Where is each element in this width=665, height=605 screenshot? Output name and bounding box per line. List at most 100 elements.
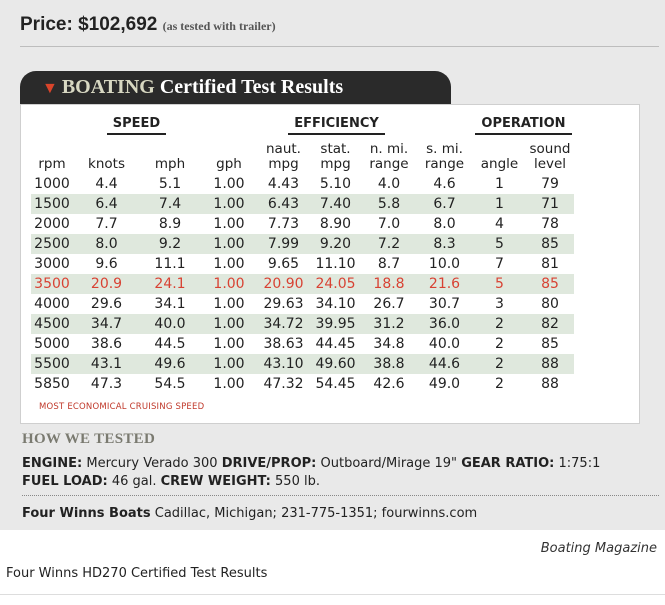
- table-cell: 85: [526, 274, 574, 294]
- test-specs-line-2: FUEL LOAD: 46 gal. CREW WEIGHT: 550 lb.: [22, 474, 320, 489]
- table-row: 1000 4.4 5.1 1.00 4.43 5.10 4.0 4.6 1 79: [31, 174, 574, 194]
- price-note: (as tested with trailer): [162, 19, 276, 33]
- table-cell: 40.0: [428, 336, 461, 352]
- gear-label: GEAR RATIO:: [461, 456, 555, 471]
- table-cell: 2: [473, 314, 526, 334]
- table-cell: 9.2: [140, 234, 200, 254]
- gear-value: 1:75:1: [558, 456, 601, 471]
- table-cell: 44.6: [416, 354, 473, 374]
- table-cell: 54.45: [315, 376, 356, 392]
- table-cell: 8.0: [73, 234, 140, 254]
- table-cell: 2: [473, 354, 526, 374]
- image-credit: Boating Magazine: [540, 541, 657, 556]
- table-cell: 9.65: [267, 256, 300, 272]
- section-title-brand: BOATING: [61, 76, 155, 98]
- table-cell: 1.00: [213, 296, 245, 312]
- table-cell: 8.7: [377, 256, 401, 272]
- section-header: ▼ BOATING Certified Test Results: [20, 71, 451, 105]
- table-cell: 31.2: [362, 314, 416, 334]
- table-cell: 7.40: [309, 194, 362, 214]
- image-caption: Four Winns HD270 Certified Test Results: [6, 566, 268, 581]
- column-header: naut. mpg: [266, 141, 301, 172]
- column-group-row: SPEED EFFICIENCY OPERATION: [31, 115, 574, 135]
- table-cell: 88: [526, 354, 574, 374]
- table-cell: 2: [495, 336, 504, 352]
- fuel-label: FUEL LOAD:: [22, 474, 108, 489]
- triangle-down-icon: ▼: [42, 80, 58, 97]
- drive-label: DRIVE/PROP:: [221, 456, 317, 471]
- drive-value: Outboard/Mirage 19": [320, 456, 458, 471]
- table-cell: 36.0: [416, 314, 473, 334]
- table-cell: 54.5: [154, 376, 186, 392]
- column-header: angle: [480, 156, 519, 172]
- table-cell: 5500: [31, 354, 73, 374]
- table-cell: 71: [526, 194, 574, 214]
- table-cell: 1: [473, 194, 526, 214]
- table-cell: 7.7: [95, 216, 118, 232]
- table-row: 5500 43.1 49.6 1.00 43.10 49.60 38.8 44.6 2 88: [31, 354, 574, 374]
- table-cell: 18.8: [362, 274, 416, 294]
- table-cell: 39.95: [309, 314, 362, 334]
- table-cell: 43.10: [258, 354, 309, 374]
- table-body: 1000 4.4 5.1 1.00 4.43 5.10 4.0 4.6 1 79 1500 6.4 7.…: [31, 174, 574, 394]
- table-cell: 88: [541, 376, 559, 392]
- table-cell: 3: [495, 296, 504, 312]
- table-cell: 1.00: [200, 354, 258, 374]
- table-cell: 85: [526, 234, 574, 254]
- column-header: mph: [154, 156, 186, 172]
- table-cell: 7.99: [258, 234, 309, 254]
- table-cell: 44.5: [154, 336, 186, 352]
- table-cell: 26.7: [373, 296, 405, 312]
- group-operation: OPERATION: [473, 115, 574, 135]
- table-cell: 38.6: [90, 336, 123, 352]
- table-cell: 49.60: [309, 354, 362, 374]
- table-cell: 49.0: [428, 376, 461, 392]
- table-cell: 1.00: [200, 194, 258, 214]
- table-cell: 4: [495, 216, 504, 232]
- table-cell: 2500: [31, 234, 73, 254]
- table-cell: 3000: [34, 256, 70, 272]
- engine-value: Mercury Verado 300: [86, 456, 218, 471]
- table-cell: 2000: [34, 216, 70, 232]
- table-cell: 5000: [34, 336, 70, 352]
- table-cell: 8.90: [319, 216, 352, 232]
- table-cell: 4.4: [95, 176, 118, 192]
- section-title-rest: Certified Test Results: [154, 76, 344, 98]
- table-cell: 34.10: [315, 296, 356, 312]
- table-cell: 21.6: [416, 274, 473, 294]
- table-cell: 4.6: [433, 176, 456, 192]
- table-cell: 7: [495, 256, 504, 272]
- table-cell: 20.9: [73, 274, 140, 294]
- table-cell: 47.32: [263, 376, 304, 392]
- table-cell: 44.45: [315, 336, 356, 352]
- table-cell: 4000: [34, 296, 70, 312]
- table-cell: 5850: [34, 376, 70, 392]
- table-cell: 80: [541, 296, 559, 312]
- table-cell: 9.6: [95, 256, 118, 272]
- table-row: 2000 7.7 8.9 1.00 7.73 8.90 7.0 8.0 4 78: [31, 214, 574, 234]
- crew-value: 550 lb.: [275, 474, 320, 489]
- table-cell: 49.6: [140, 354, 200, 374]
- table-cell: 1.00: [200, 314, 258, 334]
- table-cell: 8.9: [158, 216, 182, 232]
- manufacturer-contact: Four Winns Boats Cadillac, Michigan; 231…: [22, 506, 477, 521]
- table-cell: 7.2: [362, 234, 416, 254]
- table-cell: 78: [541, 216, 559, 232]
- table-cell: 38.8: [362, 354, 416, 374]
- table-cell: 6.43: [258, 194, 309, 214]
- table-row: 5000 38.6 44.5 1.00 38.63 44.45 34.8 40.0 2 85: [31, 334, 574, 354]
- table-cell: 34.72: [258, 314, 309, 334]
- table-cell: 1.00: [213, 176, 245, 192]
- table-cell: 1.00: [213, 256, 245, 272]
- price-line: Price: $102,692 (as tested with trailer): [20, 14, 276, 36]
- how-we-tested-title: HOW WE TESTED: [22, 431, 156, 447]
- table-cell: 5.8: [362, 194, 416, 214]
- results-panel: SPEED EFFICIENCY OPERATION rpm knots mph gp…: [20, 104, 640, 424]
- table-cell: 4.43: [267, 176, 300, 192]
- table-row: 1500 6.4 7.4 1.00 6.43 7.40 5.8 6.7 1 71: [31, 194, 574, 214]
- table-cell: 29.6: [90, 296, 123, 312]
- table-cell: 79: [541, 176, 559, 192]
- table-cell: 8.0: [433, 216, 456, 232]
- table-cell: 1: [495, 176, 504, 192]
- results-table: SPEED EFFICIENCY OPERATION rpm knots mph gp…: [31, 115, 574, 394]
